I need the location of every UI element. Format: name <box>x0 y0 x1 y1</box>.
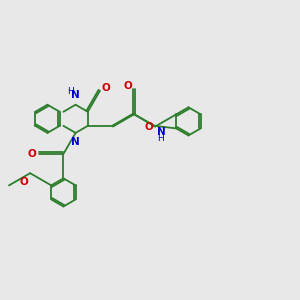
Text: H: H <box>157 134 164 143</box>
Text: N: N <box>71 137 80 147</box>
Text: O: O <box>101 83 110 93</box>
Text: O: O <box>144 122 153 132</box>
Text: N: N <box>157 127 166 137</box>
Text: N: N <box>71 90 80 100</box>
Text: O: O <box>20 177 28 187</box>
Text: H: H <box>67 87 74 96</box>
Text: O: O <box>27 149 36 159</box>
Text: O: O <box>123 81 132 91</box>
